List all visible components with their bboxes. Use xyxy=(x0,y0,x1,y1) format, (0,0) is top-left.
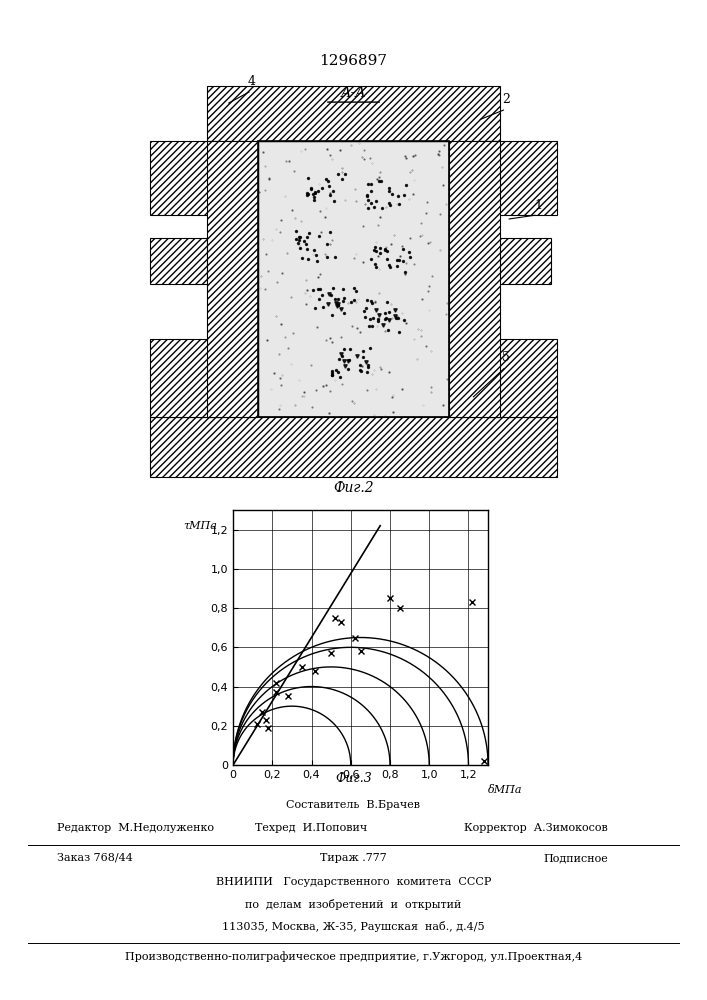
Text: 5: 5 xyxy=(502,351,510,364)
Text: τМПа: τМПа xyxy=(184,521,217,531)
Text: Производственно-полиграфическое предприятие, г.Ужгород, ул.Проектная,4: Производственно-полиграфическое предприя… xyxy=(125,951,582,962)
Text: Техред  И.Попович: Техред И.Попович xyxy=(255,823,367,833)
Bar xyxy=(493,238,551,284)
Text: А-А: А-А xyxy=(341,86,366,100)
Bar xyxy=(487,141,557,215)
Bar xyxy=(207,86,500,141)
Text: Корректор  А.Зимокосов: Корректор А.Зимокосов xyxy=(464,823,608,833)
Bar xyxy=(150,417,557,477)
Text: 1296897: 1296897 xyxy=(320,54,387,68)
Bar xyxy=(150,339,220,417)
Bar xyxy=(150,141,220,215)
Text: Тираж .777: Тираж .777 xyxy=(320,853,387,863)
Text: ВНИИПИ   Государственного  комитета  СССР: ВНИИПИ Государственного комитета СССР xyxy=(216,877,491,887)
Text: δМПа: δМПа xyxy=(488,785,522,795)
Bar xyxy=(258,141,449,417)
Text: Заказ 768/44: Заказ 768/44 xyxy=(57,853,132,863)
Text: по  делам  изобретений  и  открытий: по делам изобретений и открытий xyxy=(245,899,462,910)
Text: Фиг.3: Фиг.3 xyxy=(335,772,372,785)
Text: 1: 1 xyxy=(534,199,542,212)
Bar xyxy=(207,141,258,417)
Text: 4: 4 xyxy=(247,75,256,88)
Text: Редактор  М.Недолуженко: Редактор М.Недолуженко xyxy=(57,823,214,833)
Text: 113035, Москва, Ж-35, Раушская  наб., д.4/5: 113035, Москва, Ж-35, Раушская наб., д.4… xyxy=(222,921,485,932)
Bar xyxy=(487,339,557,417)
Bar xyxy=(449,141,500,417)
Text: Подписное: Подписное xyxy=(543,853,608,863)
Text: Фиг.2: Фиг.2 xyxy=(333,481,374,495)
Bar xyxy=(150,238,207,284)
Text: Составитель  В.Брачев: Составитель В.Брачев xyxy=(286,800,421,810)
Bar xyxy=(258,141,449,417)
Text: 2: 2 xyxy=(502,93,510,106)
